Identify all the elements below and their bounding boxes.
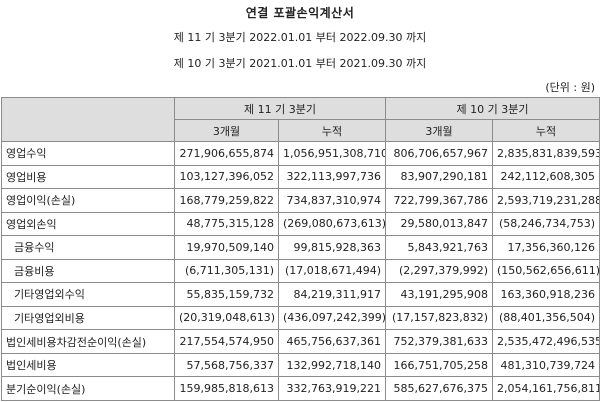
- group-header-prior: 제 10 기 3분기: [385, 97, 600, 120]
- value-cell: 722,799,367,786: [385, 188, 493, 213]
- value-cell: (58,246,734,753): [492, 211, 600, 237]
- table-row: 법인세비용 57,568,756,337 132,992,718,140 166,75…: [1, 352, 600, 378]
- value-cell: (436,097,242,399): [278, 305, 386, 331]
- value-cell: (17,157,823,832): [385, 305, 493, 331]
- value-cell: 99,815,928,363: [278, 235, 386, 260]
- value-cell: 217,554,574,950: [174, 329, 279, 354]
- sub-header-cum-prior: 누적: [492, 119, 600, 142]
- table-row: 영업수익 271,906,655,874 1,056,951,308,710 806,…: [1, 141, 600, 166]
- value-cell: 806,706,657,967: [385, 141, 493, 166]
- value-cell: 2,593,719,231,288: [492, 188, 600, 213]
- sub-header-cum-current: 누적: [278, 119, 386, 142]
- value-cell: 465,756,637,361: [278, 329, 386, 354]
- row-label: 법인세비용: [1, 352, 175, 378]
- row-label: 영업외손익: [1, 211, 175, 237]
- row-label: 기타영업외비용: [1, 305, 175, 331]
- group-header-row: 제 11 기 3분기 제 10 기 3분기: [1, 97, 600, 142]
- value-cell: (6,711,305,131): [174, 258, 279, 284]
- value-cell: 55,835,159,732: [174, 282, 279, 307]
- value-cell: 5,843,921,763: [385, 235, 493, 260]
- value-cell: 132,992,718,140: [278, 352, 386, 378]
- unit-label: (단위 : 원): [545, 81, 595, 94]
- table-row: 기타영업외비용 (20,319,048,613) (436,097,242,399)…: [1, 305, 600, 331]
- value-cell: 242,112,608,305: [492, 164, 600, 190]
- value-cell: 2,835,831,839,593: [492, 141, 600, 166]
- value-cell: 2,535,472,496,535: [492, 329, 600, 354]
- income-statement-table: 제 11 기 3분기 제 10 기 3분기 3개월 누적 3개월 누적 영업수익…: [1, 97, 600, 401]
- value-cell: 271,906,655,874: [174, 141, 279, 166]
- value-cell: (17,018,671,494): [278, 258, 386, 284]
- value-cell: 83,907,290,181: [385, 164, 493, 190]
- row-label: 금융수익: [1, 235, 175, 260]
- value-cell: 585,627,676,375: [385, 376, 493, 401]
- value-cell: 57,568,756,337: [174, 352, 279, 378]
- value-cell: 332,763,919,221: [278, 376, 386, 401]
- row-label: 영업비용: [1, 164, 175, 190]
- value-cell: 163,360,918,236: [492, 282, 600, 307]
- row-label: 법인세비용차감전순이익(손실): [1, 329, 175, 354]
- value-cell: 84,219,311,917: [278, 282, 386, 307]
- table-row: 금융수익 19,970,509,140 99,815,928,363 5,843,92…: [1, 235, 600, 260]
- row-label: 금융비용: [1, 258, 175, 284]
- value-cell: 481,310,739,724: [492, 352, 600, 378]
- table-row: 분기순이익(손실) 159,985,818,613 332,763,919,221 5…: [1, 376, 600, 401]
- row-label: 영업수익: [1, 141, 175, 166]
- table-row: 금융비용 (6,711,305,131) (17,018,671,494) (2,29…: [1, 258, 600, 284]
- table-row: 영업외손익 48,775,315,128 (269,080,673,613) 29,5…: [1, 211, 600, 237]
- value-cell: 19,970,509,140: [174, 235, 279, 260]
- row-label: 기타영업외수익: [1, 282, 175, 307]
- value-cell: (2,297,379,992): [385, 258, 493, 284]
- value-cell: 2,054,161,756,811: [492, 376, 600, 401]
- value-cell: 166,751,705,258: [385, 352, 493, 378]
- value-cell: 322,113,997,736: [278, 164, 386, 190]
- value-cell: 168,779,259,822: [174, 188, 279, 213]
- value-cell: 1,056,951,308,710: [278, 141, 386, 166]
- sub-header-row: 3개월 누적 3개월 누적: [2, 119, 600, 142]
- header-blank-cell: [1, 97, 175, 142]
- statement-title: 연결 포괄손익계산서: [245, 6, 355, 20]
- period-current: 제 11 기 3분기 2022.01.01 부터 2022.09.30 까지: [173, 31, 427, 44]
- value-cell: 29,580,013,847: [385, 211, 493, 237]
- value-cell: (269,080,673,613): [278, 211, 386, 237]
- table-row: 법인세비용차감전순이익(손실) 217,554,574,950 465,756,63…: [1, 329, 600, 354]
- value-cell: (88,401,356,504): [492, 305, 600, 331]
- group-header-current: 제 11 기 3분기: [174, 97, 386, 120]
- value-cell: 48,775,315,128: [174, 211, 279, 237]
- table-body: 영업수익 271,906,655,874 1,056,951,308,710 806,…: [1, 141, 600, 401]
- period-prior: 제 10 기 3분기 2021.01.01 부터 2021.09.30 까지: [173, 57, 427, 70]
- table-row: 영업비용 103,127,396,052 322,113,997,736 83,907…: [1, 164, 600, 190]
- value-cell: 43,191,295,908: [385, 282, 493, 307]
- value-cell: 752,379,381,633: [385, 329, 493, 354]
- value-cell: (20,319,048,613): [174, 305, 279, 331]
- row-label: 영업이익(손실): [1, 188, 175, 213]
- row-label: 분기순이익(손실): [1, 376, 175, 401]
- value-cell: 159,985,818,613: [174, 376, 279, 401]
- value-cell: 103,127,396,052: [174, 164, 279, 190]
- value-cell: (150,562,656,611): [492, 258, 600, 284]
- value-cell: 17,356,360,126: [492, 235, 600, 260]
- table-row: 기타영업외수익 55,835,159,732 84,219,311,917 43,19…: [1, 282, 600, 307]
- sub-header-3m-current: 3개월: [174, 119, 279, 142]
- sub-header-3m-prior: 3개월: [385, 119, 493, 142]
- value-cell: 734,837,310,974: [278, 188, 386, 213]
- table-row: 영업이익(손실) 168,779,259,822 734,837,310,974 72…: [1, 188, 600, 213]
